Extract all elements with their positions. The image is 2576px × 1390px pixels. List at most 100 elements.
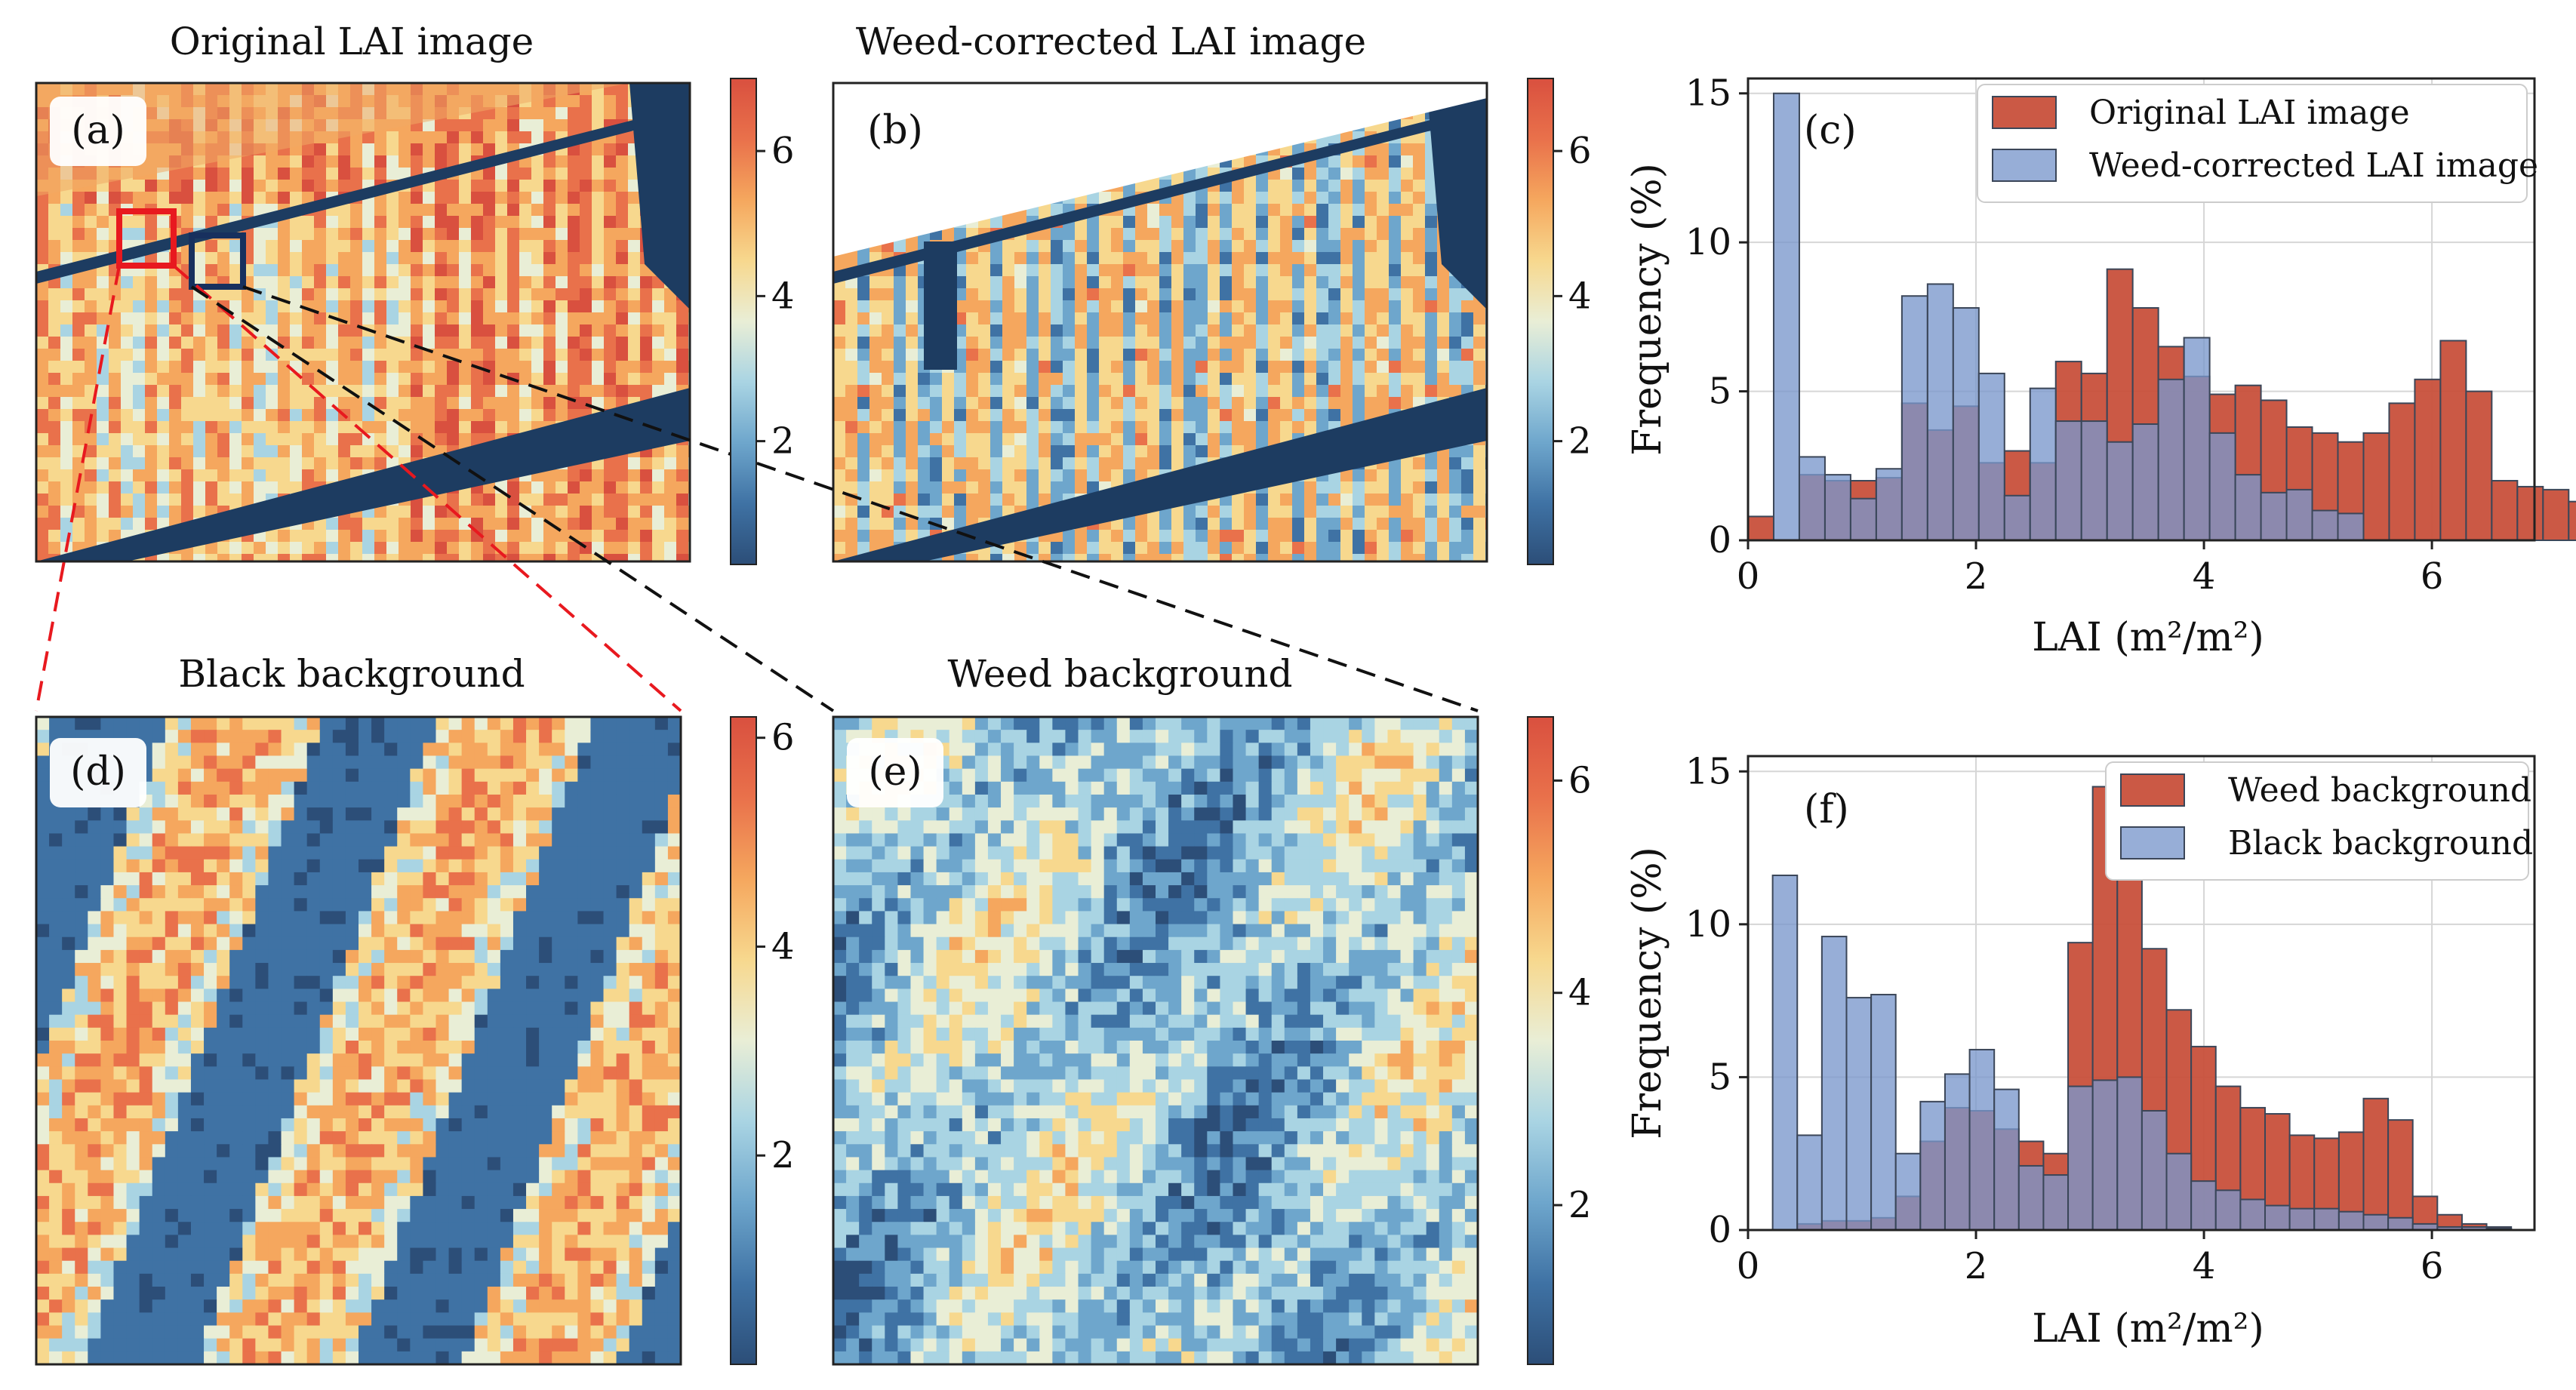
histogram-f-panel-label: (f) <box>1804 787 1849 832</box>
histogram-c-bar-s1 <box>2414 378 2442 542</box>
colorbar-b: 2 4 6 <box>1527 78 1592 565</box>
legend-f-label-black: Black background <box>2228 824 2533 863</box>
colorbar-d: 2 4 6 <box>730 716 795 1365</box>
panel-label-a: (a) <box>50 97 146 166</box>
histogram-c-bar-s2 <box>1875 468 1903 541</box>
histogram-c-bars <box>1747 92 2576 542</box>
legend-c-label-corrected: Weed-corrected LAI image <box>2089 146 2538 185</box>
histogram-f-bar-s2 <box>2313 1207 2340 1231</box>
histogram-f-xtick-label: 4 <box>2193 1245 2216 1287</box>
title-map-a: Original LAI image <box>170 20 534 63</box>
histogram-f-bar-s2 <box>1796 1134 1823 1232</box>
panel-label-d: (d) <box>50 738 146 807</box>
histogram-c-bar-s2 <box>1824 474 1851 542</box>
histogram-f-bar-s2 <box>2387 1216 2414 1232</box>
zoom-line-red-right <box>172 264 682 712</box>
histogram-f-bar-s2 <box>2337 1210 2365 1231</box>
map-panel-e <box>833 717 1478 1364</box>
histogram-f-bar-s2 <box>2116 1076 2143 1231</box>
colorbar-b-tick-label: 4 <box>1568 275 1592 317</box>
histogram-f-bar-s1 <box>2387 1119 2414 1232</box>
map-frame-b <box>832 81 1488 563</box>
panel-label-e-text: (e) <box>868 749 922 795</box>
histogram-c-ytick-label: 5 <box>1708 371 1731 413</box>
colorbar-e: 2 4 6 <box>1527 716 1592 1365</box>
histogram-c-bar-s2 <box>2337 512 2365 542</box>
histogram-c-xtick-label: 4 <box>2193 555 2216 598</box>
histogram-c-xtick-label: 2 <box>1965 555 1988 598</box>
histogram-f-ylabel: Frequency (%) <box>1625 847 1670 1139</box>
histogram-f-ytick-label: 10 <box>1685 903 1731 946</box>
colorbar-d-tick-label: 2 <box>771 1134 795 1176</box>
histogram-f-bar-s2 <box>2190 1180 2217 1231</box>
title-map-b: Weed-corrected LAI image <box>856 20 1366 63</box>
histogram-f-bar-s2 <box>2214 1189 2242 1231</box>
histogram-c-bar-s2 <box>2234 474 2262 542</box>
colorbar-b-tick-label: 2 <box>1568 420 1592 463</box>
colorbar-a-tick-label: 4 <box>771 275 795 317</box>
histogram-f-bar-s2 <box>2239 1198 2267 1232</box>
zoom-line-red-left <box>35 265 121 712</box>
histogram-f-bar-s2 <box>1919 1100 1946 1232</box>
histogram-c-ticks: 0 2 4 6 0 5 10 15 <box>1685 72 2443 598</box>
histogram-c-bar-s2 <box>2311 509 2339 541</box>
histogram-c-bar-s1 <box>2362 432 2390 542</box>
histogram-f-bars <box>1771 786 2513 1232</box>
histogram-f-bar-s2 <box>2042 1174 2070 1231</box>
legend-c-swatch-corrected <box>1992 149 2057 182</box>
histogram-c-bar-s2 <box>1977 372 2005 541</box>
map-frame-e <box>832 715 1479 1366</box>
map-frame-a <box>35 81 691 563</box>
histogram-c-bar-s2 <box>2106 441 2134 542</box>
histogram-f-xlabel: LAI (m²/m²) <box>2032 1306 2264 1352</box>
histogram-f-bar-s2 <box>1968 1048 1996 1231</box>
histogram-c-bar-s2 <box>1900 295 1928 541</box>
histogram-c-bar-s2 <box>1926 283 1954 541</box>
histogram-c-bar-s2 <box>1798 456 1826 542</box>
histogram-c-ytick-label: 15 <box>1685 72 1731 115</box>
histogram-c-xtick-label: 6 <box>2421 555 2444 598</box>
colorbar-a-tick-label: 2 <box>771 420 795 463</box>
colorbar-e-tick-label: 6 <box>1568 759 1592 801</box>
zoom-line-navy-right <box>242 285 1479 712</box>
histogram-f-bar-s2 <box>1870 994 1897 1231</box>
histogram-f-bar-s2 <box>2264 1204 2291 1231</box>
map-panel-d <box>36 717 681 1364</box>
histogram-c-bar-s2 <box>2029 387 2057 541</box>
histogram-c-bar-s2 <box>2131 423 2159 541</box>
legend-c-swatch-original <box>1992 96 2057 129</box>
histogram-c-bar-s2 <box>1849 497 1877 542</box>
panel-label-e: (e) <box>847 738 943 807</box>
colorbar-a: 2 4 6 <box>730 78 795 565</box>
histogram-f-bar-s2 <box>2288 1207 2316 1231</box>
colorbar-d-tick-label: 6 <box>771 717 795 759</box>
histogram-f-bar-s2 <box>2165 1152 2193 1232</box>
histogram-c-bar-s1 <box>2465 390 2493 541</box>
histogram-f-bar-s2 <box>2067 1085 2094 1232</box>
histogram-f-bar-s2 <box>2091 1079 2119 1231</box>
histogram-c-bar-s2 <box>1952 307 1980 541</box>
panel-label-b-text: (b) <box>867 108 923 153</box>
histogram-f-bar-s2 <box>1944 1073 1971 1232</box>
map-frame-d <box>35 715 682 1366</box>
histogram-f: 0 2 4 6 0 5 10 15 LAI (m²/m²) Frequency (%) (f)… <box>1625 750 2536 1352</box>
histogram-c-bar-s2 <box>2285 488 2313 542</box>
histogram-f-xtick-label: 0 <box>1737 1245 1760 1287</box>
histogram-c-bar-s1 <box>2491 480 2519 542</box>
panel-label-a-text: (a) <box>71 108 125 153</box>
histogram-c-bar-s2 <box>2183 337 2211 541</box>
histogram-c-frame <box>1747 77 2536 542</box>
histogram-f-bar-s2 <box>1771 875 1799 1232</box>
histogram-f-frame <box>1747 755 2536 1232</box>
legend-f-label-weed: Weed background <box>2228 771 2531 810</box>
colorbar-a-tick-label: 6 <box>771 130 795 172</box>
histogram-c-bar-s2 <box>2003 494 2031 541</box>
histogram-c-xtick-label: 0 <box>1737 555 1760 598</box>
colorbar-b-tick-label: 6 <box>1568 130 1592 172</box>
histogram-f-ytick-label: 0 <box>1708 1209 1731 1251</box>
histogram-f-bar-s1 <box>2362 1097 2390 1231</box>
title-map-e: Weed background <box>948 652 1293 696</box>
histogram-c-bar-s2 <box>2157 378 2185 542</box>
histogram-c-bar-s1 <box>2542 488 2570 542</box>
colorbar-e-tick-label: 4 <box>1568 972 1592 1014</box>
